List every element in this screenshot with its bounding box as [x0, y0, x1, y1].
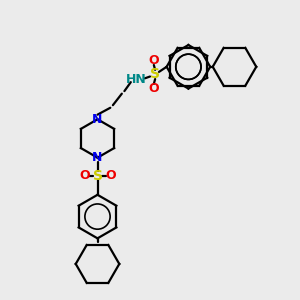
Text: N: N: [92, 113, 103, 126]
Text: S: S: [150, 68, 160, 82]
Text: O: O: [148, 54, 159, 67]
Text: S: S: [92, 169, 103, 183]
Text: HN: HN: [125, 73, 146, 86]
Text: O: O: [148, 82, 159, 95]
Text: O: O: [106, 169, 116, 182]
Text: O: O: [79, 169, 89, 182]
Text: N: N: [92, 151, 103, 164]
